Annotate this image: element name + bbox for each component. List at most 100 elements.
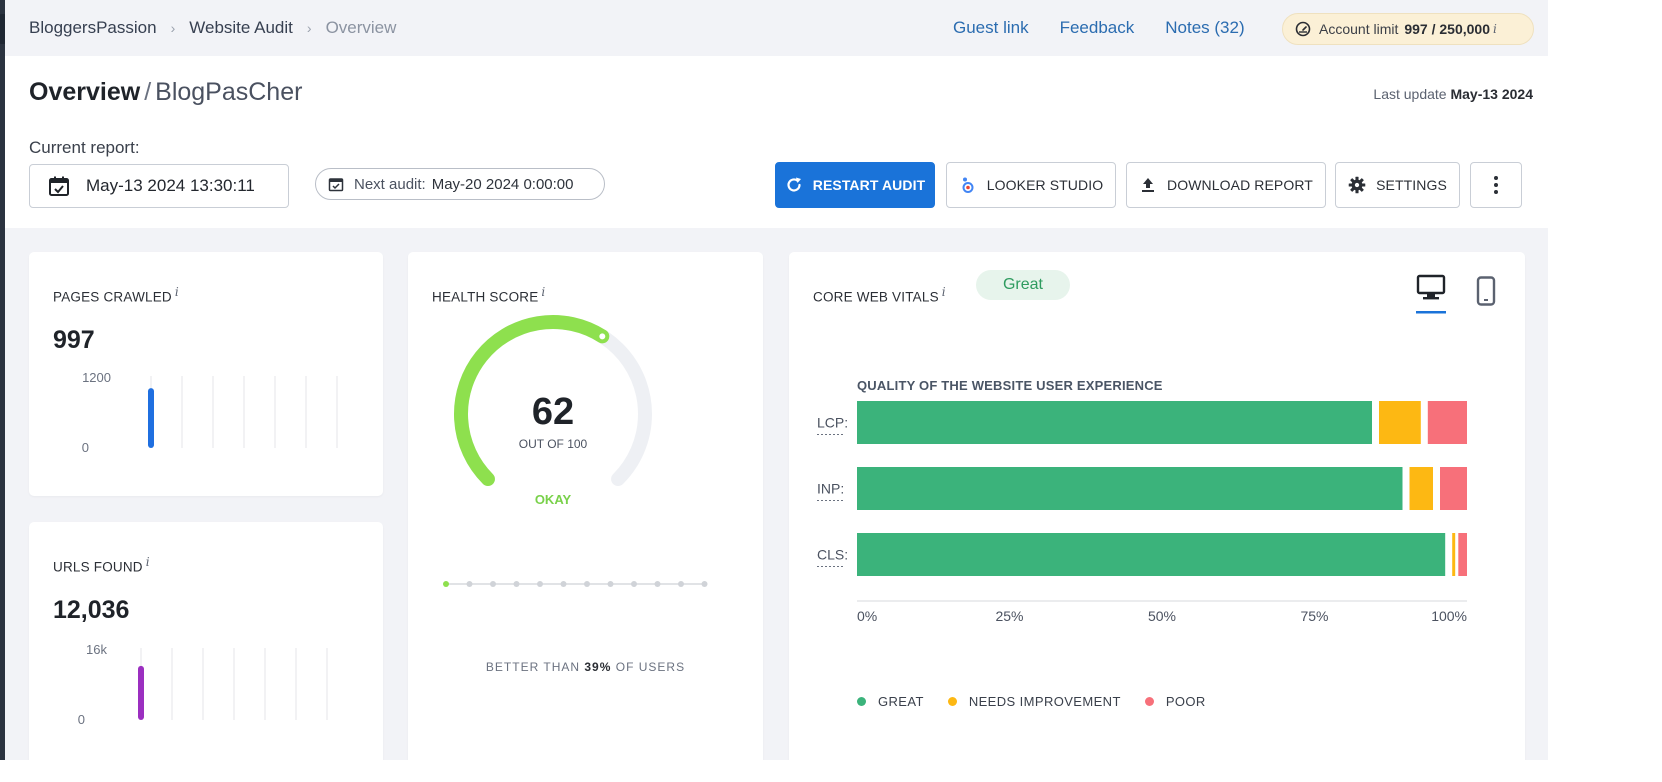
info-icon[interactable]: i	[174, 285, 179, 299]
core-web-vitals-title-text: CORE WEB VITALS	[813, 289, 939, 305]
breadcrumb-item-current: Overview	[325, 18, 397, 37]
breadcrumb-item-tool[interactable]: Website Audit	[189, 18, 293, 37]
cwv-x-tick-label: 25%	[995, 608, 1023, 624]
chart-min-label: 0	[78, 712, 85, 727]
more-options-button[interactable]	[1470, 162, 1522, 208]
left-sidebar-edge	[0, 0, 5, 760]
notes-link[interactable]: Notes (32)	[1165, 18, 1245, 37]
feedback-link[interactable]: Feedback	[1059, 18, 1135, 37]
pages-crawled-card: PAGES CRAWLED i 997 1200 0	[29, 252, 383, 496]
mobile-icon[interactable]	[1475, 276, 1497, 306]
legend-dot	[947, 697, 957, 706]
info-icon[interactable]: i	[145, 555, 150, 569]
health-score-gauge: 62 OUT OF 100 OKAY	[454, 315, 652, 507]
health-score-title: HEALTH SCORE i	[432, 285, 545, 305]
cwv-bar-needs-improvement[interactable]	[1452, 533, 1456, 576]
better-than-suffix: OF USERS	[615, 660, 686, 674]
legend-label: GREAT	[878, 694, 924, 709]
chart-max-label: 1200	[82, 370, 111, 385]
better-than-value: 39%	[584, 660, 612, 674]
next-audit-badge: Next audit: May-20 2024 0:00:00	[315, 168, 605, 200]
breadcrumb-item-project[interactable]: BloggersPassion	[29, 18, 157, 37]
calendar-check-icon	[49, 176, 69, 196]
core-web-vitals-card: CORE WEB VITALS i Great QUALITY OF THE WE…	[789, 252, 1525, 760]
report-date-value: May-13 2024 13:30:11	[86, 176, 255, 195]
gear-icon	[1348, 176, 1366, 194]
urls-found-title-text: URLS FOUND	[53, 559, 143, 575]
pages-crawled-chart: 1200 0	[82, 370, 338, 455]
project-name: BlogPasCher	[155, 78, 303, 106]
urls-found-title: URLS FOUND i	[53, 555, 150, 575]
cwv-bar-great[interactable]	[857, 533, 1446, 576]
app-window: ‹ BloggersPassion › Website Audit › Over…	[0, 0, 1548, 760]
step-dot	[654, 581, 661, 587]
step-dot	[701, 581, 708, 587]
step-dot	[678, 581, 684, 587]
cwv-x-tick-label: 100%	[1431, 608, 1467, 624]
info-icon[interactable]: i	[541, 285, 546, 299]
step-dot	[490, 581, 496, 587]
desktop-icon[interactable]	[1416, 274, 1446, 314]
pages-crawled-title: PAGES CRAWLED i	[53, 285, 179, 305]
status-badge: Great	[976, 270, 1070, 300]
legend-item: POOR	[1144, 694, 1206, 709]
guest-link[interactable]: Guest link	[953, 18, 1029, 37]
chevron-right-icon: ›	[170, 20, 176, 36]
info-icon[interactable]: i	[941, 285, 946, 299]
cwv-x-tick-label: 0%	[857, 608, 877, 624]
next-audit-value: May-20 2024 0:00:00	[431, 175, 574, 193]
cwv-bar-poor[interactable]	[1440, 467, 1467, 510]
cwv-legend: GREAT NEEDS IMPROVEMENT POOR	[857, 694, 1230, 709]
cwv-bar-needs-improvement[interactable]	[1379, 401, 1421, 444]
chart-min-label: 0	[82, 440, 89, 455]
cwv-bar-poor[interactable]	[1458, 533, 1467, 576]
better-than-prefix: BETTER THAN	[485, 660, 581, 674]
looker-studio-label: LOOKER STUDIO	[986, 177, 1104, 193]
current-report-label: Current report:	[29, 138, 140, 157]
last-update-value: May-13 2024	[1450, 86, 1533, 102]
looker-studio-icon	[962, 177, 974, 193]
cwv-x-tick-label: 50%	[1148, 608, 1176, 624]
cwv-x-tick-label: 75%	[1300, 608, 1328, 624]
download-report-button[interactable]: DOWNLOAD REPORT	[1126, 162, 1326, 208]
chevron-right-icon: ›	[306, 20, 312, 36]
account-limit-badge[interactable]: Account limit 997 / 250,000 i	[1282, 13, 1534, 45]
step-dot	[513, 581, 520, 587]
step-dot	[584, 581, 590, 587]
settings-button[interactable]: SETTINGS	[1335, 162, 1460, 208]
health-score-steps	[443, 581, 708, 587]
last-update: Last update May-13 2024	[1373, 86, 1533, 102]
upload-icon	[1142, 178, 1155, 192]
cwv-bar-great[interactable]	[857, 467, 1403, 510]
top-bar: BloggersPassion › Website Audit › Overvi…	[5, 0, 1548, 56]
legend-label: NEEDS IMPROVEMENT	[968, 694, 1121, 709]
chart-bar[interactable]	[148, 388, 154, 448]
calendar-icon	[328, 178, 344, 192]
cwv-bar-great[interactable]	[857, 401, 1372, 444]
cwv-category-label: INP:	[817, 481, 844, 497]
top-links: Guest link Feedback Notes (32)	[953, 18, 1276, 38]
core-web-vitals-title: CORE WEB VITALS i	[813, 285, 946, 305]
cwv-bar-poor[interactable]	[1427, 401, 1467, 444]
cwv-bar-needs-improvement[interactable]	[1409, 467, 1434, 510]
health-score-title-text: HEALTH SCORE	[432, 289, 539, 305]
restart-audit-button[interactable]: RESTART AUDIT	[775, 162, 935, 208]
legend-item: GREAT	[857, 694, 924, 709]
health-score-status: OKAY	[535, 492, 572, 507]
legend-item: NEEDS IMPROVEMENT	[947, 694, 1121, 709]
health-score-out-of: OUT OF 100	[519, 437, 588, 451]
urls-found-chart: 16k 0	[78, 642, 328, 727]
legend-dot	[1144, 697, 1154, 706]
report-date-select[interactable]: May-13 2024 13:30:11	[29, 164, 289, 208]
step-dot	[560, 581, 567, 587]
cwv-category-label: LCP:	[817, 415, 848, 431]
chart-bar[interactable]	[138, 665, 144, 720]
report-header: Overview / BlogPasCher Last update May-13 …	[5, 56, 1548, 228]
info-icon[interactable]: i	[1493, 22, 1497, 36]
chart-max-label: 16k	[86, 642, 107, 657]
more-vertical-icon	[1494, 176, 1498, 194]
restart-audit-label: RESTART AUDIT	[812, 177, 926, 193]
urls-found-value: 12,036	[53, 596, 130, 624]
looker-studio-button[interactable]: LOOKER STUDIO	[946, 162, 1116, 208]
gauge-handle	[597, 331, 608, 342]
